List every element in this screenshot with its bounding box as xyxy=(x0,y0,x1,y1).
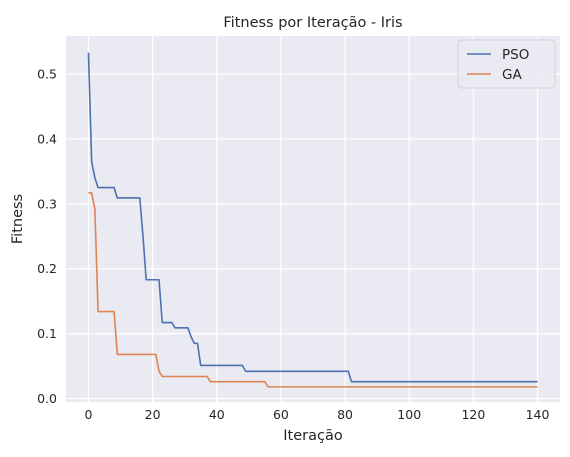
y-tick-label: 0.2 xyxy=(37,261,57,276)
legend-label-pso: PSO xyxy=(502,47,529,63)
x-axis-label: Iteração xyxy=(283,428,343,444)
chart-title: Fitness por Iteração - Iris xyxy=(223,15,402,31)
x-tick-label: 40 xyxy=(209,407,225,422)
plot-background xyxy=(66,36,560,402)
x-tick-label: 80 xyxy=(337,407,353,422)
y-tick-label: 0.3 xyxy=(37,196,57,211)
x-tick-label: 120 xyxy=(461,407,485,422)
y-tick-label: 0.1 xyxy=(37,326,57,341)
x-tick-label: 0 xyxy=(84,407,92,422)
x-tick-label: 60 xyxy=(273,407,289,422)
x-tick-label: 140 xyxy=(526,407,550,422)
y-axis-ticks: 0.0 0.1 0.2 0.3 0.4 0.5 xyxy=(37,66,57,406)
x-axis-ticks: 0 20 40 60 80 100 120 140 xyxy=(84,407,549,422)
series-lines xyxy=(87,52,538,388)
x-tick-label: 100 xyxy=(397,407,421,422)
series-line-pso xyxy=(87,52,538,383)
legend: PSO GA xyxy=(457,39,556,89)
y-axis-label: Fitness xyxy=(10,194,26,244)
series-line-ga xyxy=(88,191,538,388)
x-tick-label: 20 xyxy=(145,407,161,422)
y-tick-label: 0.4 xyxy=(37,131,57,146)
legend-box xyxy=(457,39,556,89)
legend-label-ga: GA xyxy=(502,67,522,83)
y-tick-label: 0.0 xyxy=(37,391,57,406)
y-tick-label: 0.5 xyxy=(37,66,57,81)
